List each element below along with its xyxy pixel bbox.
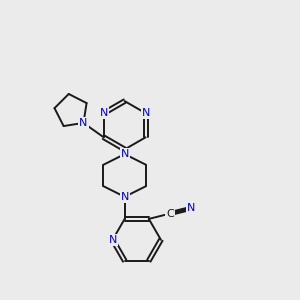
Text: N: N [121, 149, 129, 159]
Text: N: N [79, 118, 88, 128]
Text: N: N [187, 203, 195, 213]
Text: N: N [100, 108, 108, 118]
Text: N: N [141, 108, 150, 118]
Text: N: N [108, 235, 117, 245]
Text: N: N [121, 192, 129, 202]
Text: C: C [166, 208, 174, 219]
